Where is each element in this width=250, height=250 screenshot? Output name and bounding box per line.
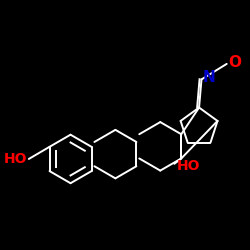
Text: N: N [202,70,215,85]
Text: O: O [229,56,242,70]
Text: HO: HO [4,152,27,166]
Text: HO: HO [177,159,201,173]
